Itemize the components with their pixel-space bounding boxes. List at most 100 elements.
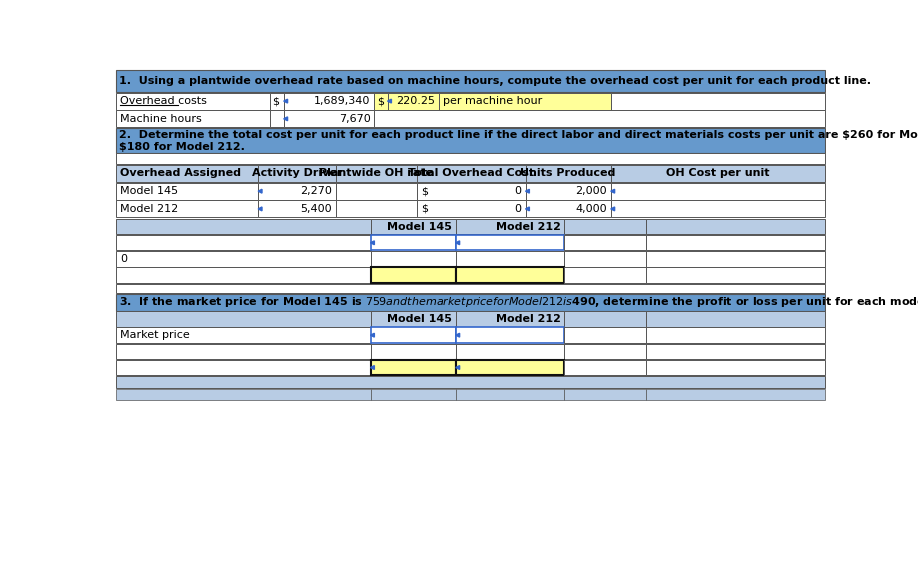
Polygon shape (371, 366, 375, 370)
Text: Model 145: Model 145 (387, 222, 452, 231)
Bar (565, 328, 645, 343)
Bar (117, 389, 371, 400)
Text: Model 145: Model 145 (387, 314, 452, 324)
Text: per machine hour: per machine hour (442, 96, 542, 106)
Bar (117, 154, 824, 164)
Bar (455, 235, 565, 250)
Bar (371, 360, 455, 375)
Text: $: $ (420, 186, 428, 196)
Bar (455, 268, 565, 283)
Bar (645, 251, 824, 266)
Text: Model 212: Model 212 (120, 204, 178, 214)
Text: 2,270: 2,270 (300, 186, 331, 196)
Bar (375, 111, 824, 127)
Bar (284, 111, 375, 127)
Text: $: $ (272, 96, 279, 106)
Text: 4,000: 4,000 (576, 204, 607, 214)
Bar (117, 311, 371, 327)
Bar (645, 389, 824, 400)
Text: 0: 0 (515, 204, 521, 214)
Text: Machine hours: Machine hours (120, 114, 202, 124)
Bar (645, 311, 824, 327)
Bar (455, 344, 565, 359)
Bar (417, 165, 525, 182)
Bar (117, 201, 258, 217)
Bar (284, 93, 375, 109)
Polygon shape (258, 207, 262, 211)
Text: Model 212: Model 212 (496, 222, 560, 231)
Polygon shape (284, 99, 287, 103)
Bar (455, 389, 565, 400)
Bar (610, 165, 824, 182)
Text: Overhead costs: Overhead costs (120, 96, 207, 106)
Polygon shape (387, 99, 391, 103)
Bar (645, 219, 824, 234)
Bar (258, 183, 336, 199)
Polygon shape (455, 366, 460, 370)
Bar (565, 268, 645, 283)
Bar (117, 111, 270, 127)
Bar (117, 251, 371, 266)
Bar (565, 251, 645, 266)
Bar (610, 93, 824, 109)
Bar (371, 328, 455, 343)
Text: $: $ (376, 96, 384, 106)
Bar (336, 183, 417, 199)
Bar (270, 93, 284, 109)
Text: 5,400: 5,400 (300, 204, 331, 214)
Text: $: $ (420, 204, 428, 214)
Bar (387, 93, 439, 109)
Text: 220.25: 220.25 (396, 96, 435, 106)
Polygon shape (284, 117, 287, 121)
Polygon shape (455, 333, 460, 337)
Bar (565, 360, 645, 375)
Bar (645, 268, 824, 283)
Text: Activity Driver: Activity Driver (252, 168, 342, 178)
Bar (117, 70, 824, 92)
Bar (565, 219, 645, 234)
Polygon shape (610, 207, 615, 211)
Bar (117, 235, 371, 250)
Bar (455, 251, 565, 266)
Bar (525, 201, 610, 217)
Bar (117, 268, 371, 283)
Bar (117, 93, 270, 109)
Text: Model 212: Model 212 (496, 314, 560, 324)
Text: 1.  Using a plantwide overhead rate based on machine hours, compute the overhead: 1. Using a plantwide overhead rate based… (119, 76, 871, 86)
Bar (417, 183, 525, 199)
Bar (645, 328, 824, 343)
Bar (117, 284, 824, 293)
Bar (117, 328, 371, 343)
Bar (371, 251, 455, 266)
Bar (371, 344, 455, 359)
Bar (525, 165, 610, 182)
Bar (117, 128, 824, 152)
Bar (270, 111, 284, 127)
Bar (371, 268, 455, 283)
Bar (565, 389, 645, 400)
Text: Total Overhead Cost: Total Overhead Cost (409, 168, 534, 178)
Bar (565, 235, 645, 250)
Text: Market price: Market price (120, 330, 190, 340)
Bar (645, 360, 824, 375)
Bar (117, 344, 371, 359)
Bar (371, 219, 455, 234)
Text: 3.  If the market price for Model 145 is $759 and the market price for Model 212: 3. If the market price for Model 145 is … (119, 295, 918, 309)
Text: 1,689,340: 1,689,340 (314, 96, 371, 106)
Text: Overhead Assigned: Overhead Assigned (120, 168, 241, 178)
Bar (371, 311, 455, 327)
Polygon shape (371, 333, 375, 337)
Polygon shape (525, 189, 530, 193)
Bar (375, 93, 387, 109)
Polygon shape (371, 241, 375, 245)
Bar (565, 344, 645, 359)
Text: Units Produced: Units Produced (521, 168, 616, 178)
Bar (336, 165, 417, 182)
Bar (610, 183, 824, 199)
Text: Model 145: Model 145 (120, 186, 178, 196)
Bar (117, 293, 824, 311)
Bar (117, 165, 258, 182)
Bar (117, 183, 258, 199)
Text: Plantwide OH rate: Plantwide OH rate (319, 168, 433, 178)
Bar (117, 360, 371, 375)
